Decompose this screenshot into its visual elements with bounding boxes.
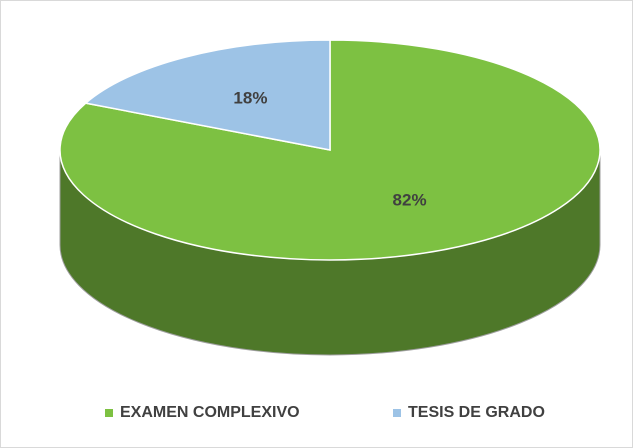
legend-swatch [105, 409, 113, 417]
data-label: 82% [393, 191, 427, 210]
pie-slice [84, 39, 331, 151]
legend-swatch [393, 409, 401, 417]
legend-label: EXAMEN COMPLEXIVO [120, 404, 300, 421]
legend-label: TESIS DE GRADO [408, 404, 545, 421]
data-label: 18% [233, 88, 267, 107]
